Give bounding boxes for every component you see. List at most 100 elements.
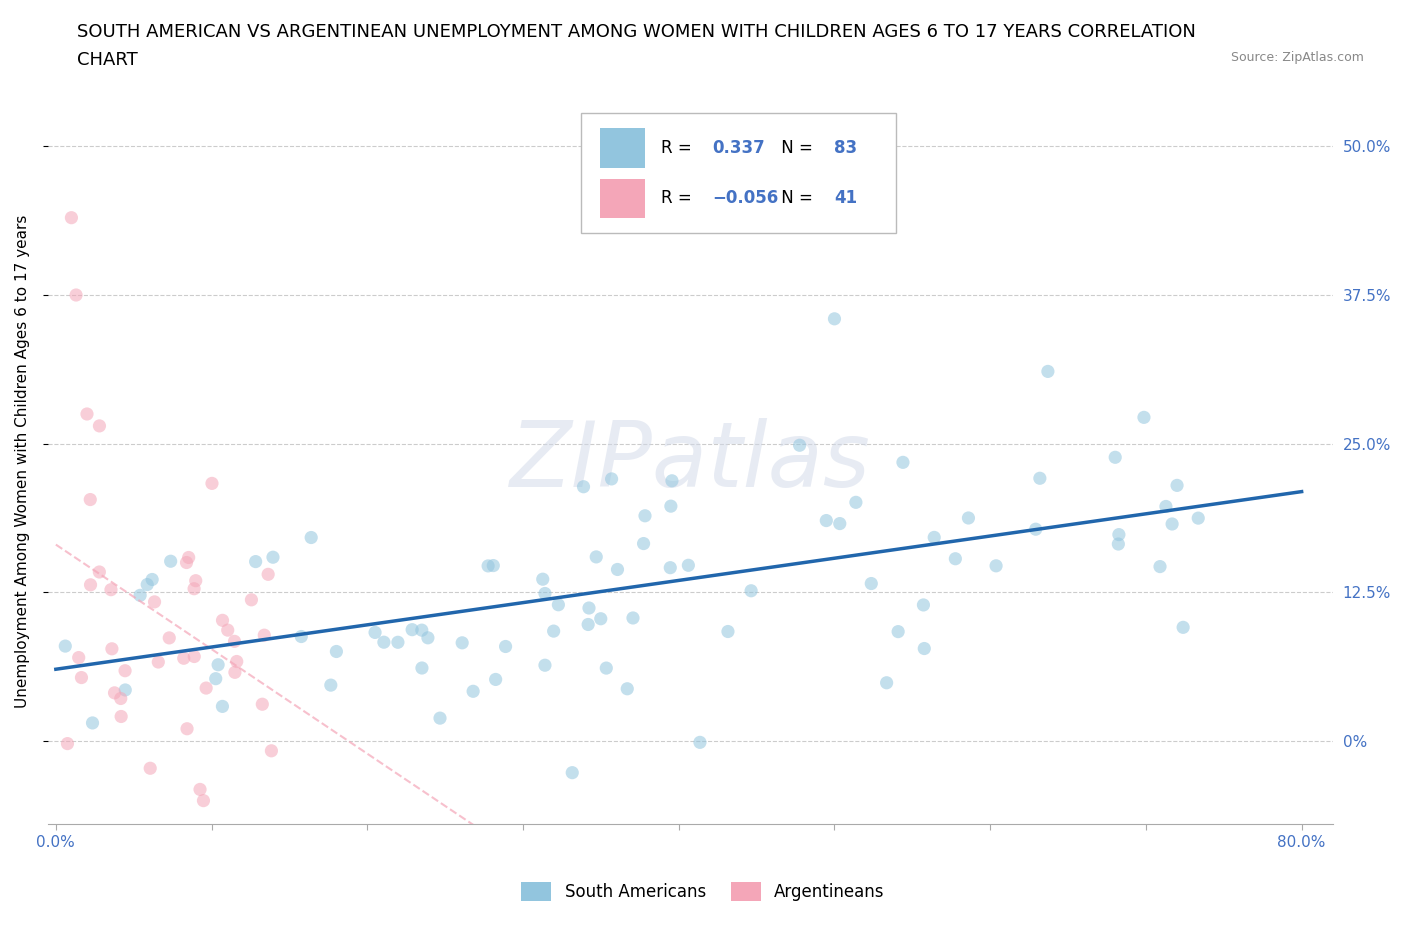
Point	[891, 455, 914, 470]
Point	[60, 210, 83, 225]
Point	[595, 660, 617, 675]
Bar	[600, 127, 645, 167]
Point	[633, 536, 655, 551]
Point	[717, 624, 740, 639]
Y-axis label: Unemployment Among Women with Children Ages 6 to 17 years: Unemployment Among Women with Children A…	[15, 215, 30, 709]
Point	[188, 782, 211, 797]
Point	[463, 684, 485, 698]
Point	[319, 678, 342, 693]
Point	[110, 709, 132, 724]
Point	[176, 555, 198, 570]
Point	[984, 558, 1007, 573]
Point	[845, 495, 868, 510]
Point	[184, 573, 207, 588]
Point	[621, 610, 644, 625]
Point	[616, 682, 638, 697]
Point	[547, 597, 569, 612]
Point	[260, 743, 283, 758]
Point	[240, 592, 263, 607]
Point	[860, 576, 883, 591]
Point	[253, 628, 276, 643]
Point	[299, 530, 322, 545]
Point	[224, 634, 246, 649]
Point	[828, 516, 851, 531]
Point	[1108, 527, 1130, 542]
Point	[65, 287, 87, 302]
Point	[79, 492, 101, 507]
Point	[1107, 537, 1129, 551]
Point	[600, 472, 623, 486]
Text: CHART: CHART	[77, 51, 138, 69]
Point	[531, 572, 554, 587]
Point	[82, 715, 104, 730]
Point	[157, 631, 180, 645]
Point	[876, 675, 898, 690]
Point	[211, 613, 233, 628]
Point	[193, 793, 215, 808]
Point	[79, 578, 101, 592]
Point	[70, 671, 93, 685]
Point	[257, 567, 280, 582]
Point	[943, 551, 966, 566]
Point	[201, 476, 224, 491]
Point	[325, 644, 347, 659]
Point	[678, 558, 700, 573]
Point	[217, 623, 239, 638]
Point	[1154, 499, 1177, 514]
Point	[661, 473, 683, 488]
Point	[534, 586, 557, 601]
Point	[416, 631, 439, 645]
Point	[245, 554, 267, 569]
Text: SOUTH AMERICAN VS ARGENTINEAN UNEMPLOYMENT AMONG WOMEN WITH CHILDREN AGES 6 TO 1: SOUTH AMERICAN VS ARGENTINEAN UNEMPLOYME…	[77, 23, 1197, 41]
Point	[176, 722, 198, 737]
Point	[195, 681, 218, 696]
Point	[207, 658, 229, 672]
Point	[100, 582, 122, 597]
Point	[225, 654, 247, 669]
Point	[211, 699, 233, 714]
Point	[173, 651, 195, 666]
Point	[141, 572, 163, 587]
Point	[740, 583, 762, 598]
Point	[364, 625, 387, 640]
Point	[1029, 471, 1052, 485]
Point	[1171, 620, 1194, 635]
Point	[589, 611, 612, 626]
Point	[1161, 516, 1184, 531]
Point	[912, 641, 935, 656]
Point	[1187, 511, 1209, 525]
Point	[477, 558, 499, 573]
Point	[572, 479, 595, 494]
Text: 0.337: 0.337	[713, 139, 765, 156]
Point	[56, 737, 79, 751]
Point	[290, 629, 312, 644]
Point	[1149, 559, 1171, 574]
Point	[177, 550, 200, 565]
Point	[789, 438, 811, 453]
Point	[887, 624, 910, 639]
Point	[411, 660, 433, 675]
Point	[1133, 410, 1156, 425]
Point	[561, 765, 583, 780]
Point	[576, 617, 599, 631]
Point	[824, 312, 846, 326]
Point	[1025, 522, 1047, 537]
Point	[495, 639, 517, 654]
Text: Source: ZipAtlas.com: Source: ZipAtlas.com	[1230, 51, 1364, 64]
Point	[387, 635, 409, 650]
Point	[1036, 364, 1059, 379]
Point	[101, 642, 124, 657]
Point	[129, 588, 152, 603]
Point	[451, 635, 474, 650]
Point	[224, 665, 246, 680]
Point	[89, 565, 111, 579]
Point	[922, 530, 945, 545]
Point	[67, 650, 90, 665]
Point	[183, 649, 205, 664]
Point	[578, 601, 600, 616]
Point	[689, 735, 711, 750]
Point	[659, 498, 682, 513]
Text: −0.056: −0.056	[713, 190, 779, 207]
Text: N =: N =	[776, 139, 818, 156]
Legend: South Americans, Argentineans: South Americans, Argentineans	[515, 875, 891, 908]
